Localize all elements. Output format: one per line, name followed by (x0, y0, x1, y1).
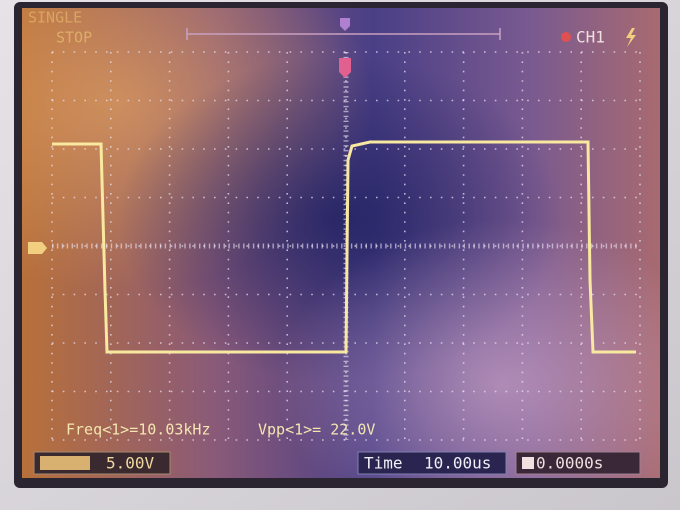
trigger-delay: 0.0000s (536, 454, 603, 473)
frequency-reading: Freq<1>=10.03kHz (66, 421, 211, 439)
vpp-reading: Vpp<1>= 22.0V (258, 421, 375, 439)
channel-indicator (561, 32, 571, 42)
timebase-box (357, 451, 507, 475)
trigger-edge-icon (626, 28, 636, 47)
trigger-delay-box (515, 451, 641, 475)
trigger-position-marker (340, 18, 350, 31)
channel-label: CH1 (576, 28, 605, 47)
run-state: STOP (56, 29, 92, 47)
trigger-delay-icon (522, 457, 534, 469)
timebase-label: Time (364, 454, 403, 473)
waveform-trace (52, 140, 636, 354)
volts-per-div: 5.00V (106, 454, 155, 473)
channel-icon (40, 456, 90, 470)
trigger-marker (339, 58, 351, 78)
mode: SINGLE (28, 9, 82, 27)
reflection (22, 8, 660, 478)
time-per-div: 10.00us (424, 454, 491, 473)
ground-marker (28, 242, 47, 254)
